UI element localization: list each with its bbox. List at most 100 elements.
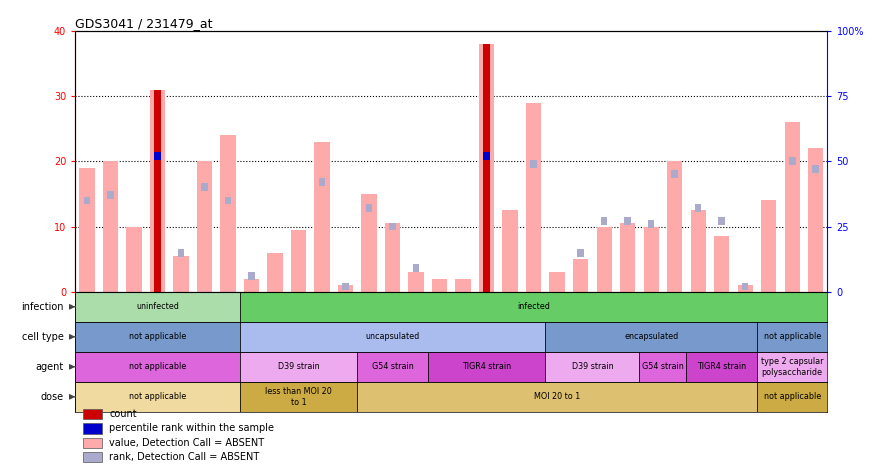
Bar bbox=[690, 210, 706, 292]
Bar bbox=[361, 194, 377, 292]
Bar bbox=[427, 352, 545, 382]
Bar bbox=[785, 122, 800, 292]
Bar bbox=[201, 183, 208, 191]
Bar bbox=[338, 285, 353, 292]
Bar bbox=[83, 409, 102, 419]
Bar bbox=[240, 322, 545, 352]
Text: rank, Detection Call = ABSENT: rank, Detection Call = ABSENT bbox=[109, 452, 259, 462]
Bar bbox=[84, 197, 90, 204]
Bar bbox=[742, 283, 749, 291]
Bar bbox=[196, 161, 212, 292]
Text: percentile rank within the sample: percentile rank within the sample bbox=[109, 423, 274, 434]
Text: count: count bbox=[109, 409, 136, 419]
Bar bbox=[639, 352, 687, 382]
Bar bbox=[620, 223, 635, 292]
Text: D39 strain: D39 strain bbox=[278, 362, 319, 371]
Bar bbox=[757, 382, 827, 412]
Bar bbox=[648, 220, 655, 228]
Bar bbox=[342, 283, 349, 291]
Bar bbox=[75, 292, 240, 322]
Bar bbox=[526, 102, 542, 292]
Text: G54 strain: G54 strain bbox=[372, 362, 413, 371]
Text: TIGR4 strain: TIGR4 strain bbox=[697, 362, 746, 371]
Bar bbox=[244, 279, 259, 292]
Bar bbox=[75, 322, 240, 352]
Bar bbox=[789, 157, 796, 165]
Bar bbox=[220, 135, 235, 292]
Bar bbox=[695, 204, 702, 212]
Bar bbox=[80, 168, 95, 292]
Text: uncapsulated: uncapsulated bbox=[366, 332, 419, 341]
Bar bbox=[178, 249, 184, 256]
Bar bbox=[757, 322, 827, 352]
Text: agent: agent bbox=[35, 362, 64, 372]
Bar bbox=[314, 142, 330, 292]
Text: MOI 20 to 1: MOI 20 to 1 bbox=[534, 392, 581, 401]
Bar bbox=[225, 197, 231, 204]
Bar bbox=[83, 423, 102, 434]
Text: not applicable: not applicable bbox=[129, 392, 186, 401]
Bar bbox=[173, 256, 189, 292]
Bar bbox=[456, 279, 471, 292]
Text: type 2 capsular
polysaccharide: type 2 capsular polysaccharide bbox=[761, 357, 823, 376]
Text: dose: dose bbox=[41, 392, 64, 402]
Text: TIGR4 strain: TIGR4 strain bbox=[462, 362, 512, 371]
Bar bbox=[103, 161, 118, 292]
Text: infection: infection bbox=[21, 302, 64, 312]
Bar bbox=[643, 227, 658, 292]
Bar bbox=[75, 382, 240, 412]
Bar bbox=[672, 171, 678, 178]
Text: uninfected: uninfected bbox=[136, 302, 179, 311]
Bar bbox=[761, 201, 776, 292]
Bar bbox=[389, 223, 396, 230]
Bar bbox=[412, 264, 419, 272]
Bar bbox=[545, 352, 639, 382]
Text: not applicable: not applicable bbox=[129, 332, 186, 341]
Bar bbox=[573, 259, 589, 292]
Bar bbox=[503, 210, 518, 292]
Text: not applicable: not applicable bbox=[764, 332, 821, 341]
Bar bbox=[154, 152, 161, 160]
Bar bbox=[409, 272, 424, 292]
Bar bbox=[667, 161, 682, 292]
Text: not applicable: not applicable bbox=[764, 392, 821, 401]
Bar bbox=[240, 382, 358, 412]
Bar bbox=[596, 227, 612, 292]
Text: encapsulated: encapsulated bbox=[624, 332, 678, 341]
Bar bbox=[248, 272, 255, 280]
Text: cell type: cell type bbox=[21, 332, 64, 342]
Text: less than MOI 20
to 1: less than MOI 20 to 1 bbox=[266, 387, 332, 407]
Bar bbox=[714, 237, 729, 292]
Bar bbox=[83, 452, 102, 462]
Bar bbox=[479, 44, 494, 292]
Text: value, Detection Call = ABSENT: value, Detection Call = ABSENT bbox=[109, 438, 265, 448]
Bar bbox=[358, 382, 757, 412]
Bar bbox=[601, 218, 607, 225]
Text: not applicable: not applicable bbox=[129, 362, 186, 371]
Bar bbox=[483, 44, 490, 292]
Bar bbox=[808, 148, 823, 292]
Text: infected: infected bbox=[517, 302, 550, 311]
Bar bbox=[625, 218, 631, 225]
Bar bbox=[127, 227, 142, 292]
Bar bbox=[432, 279, 447, 292]
Bar bbox=[83, 438, 102, 448]
Bar bbox=[545, 322, 757, 352]
Bar bbox=[240, 352, 358, 382]
Bar bbox=[291, 230, 306, 292]
Bar bbox=[737, 285, 753, 292]
Bar bbox=[154, 90, 161, 292]
Bar bbox=[267, 253, 282, 292]
Bar bbox=[319, 178, 326, 186]
Bar bbox=[550, 272, 565, 292]
Bar bbox=[530, 160, 537, 168]
Bar bbox=[107, 191, 114, 199]
Bar bbox=[812, 165, 819, 173]
Text: D39 strain: D39 strain bbox=[572, 362, 613, 371]
Bar bbox=[366, 204, 373, 212]
Text: G54 strain: G54 strain bbox=[642, 362, 684, 371]
Bar bbox=[385, 223, 400, 292]
Text: GDS3041 / 231479_at: GDS3041 / 231479_at bbox=[75, 17, 212, 30]
Bar bbox=[483, 152, 490, 160]
Bar bbox=[240, 292, 827, 322]
